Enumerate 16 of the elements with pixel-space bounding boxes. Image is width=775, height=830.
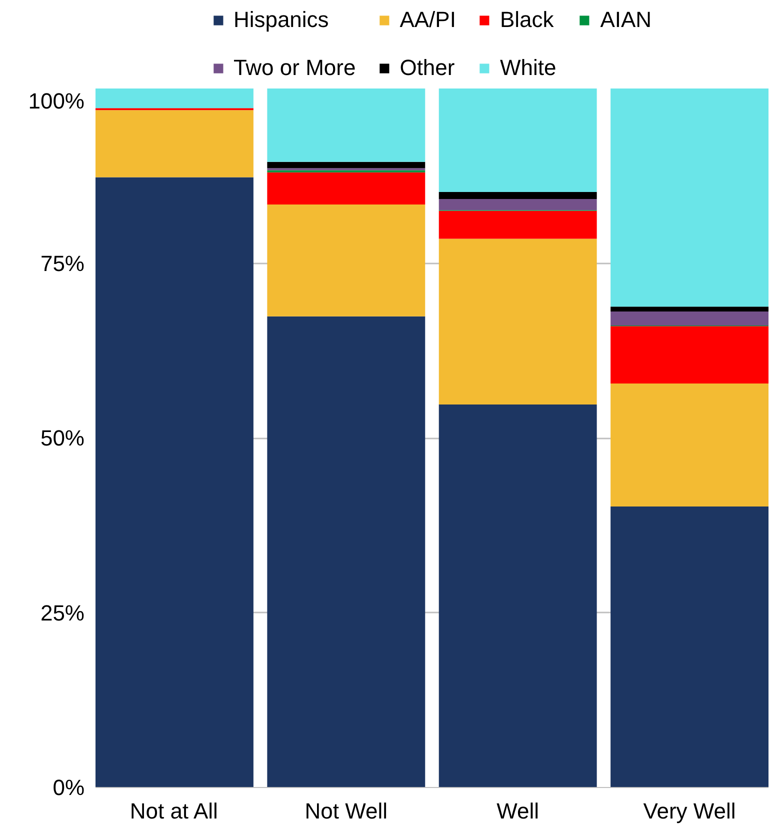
- y-tick-label: 25%: [40, 600, 85, 626]
- y-tick-label: 50%: [40, 426, 85, 450]
- y-tick-label: 0%: [52, 775, 84, 800]
- x-tick-label: Very Well: [643, 798, 736, 824]
- y-tick-label: 100%: [28, 88, 85, 114]
- legend-label: Other: [400, 55, 455, 81]
- x-tick-label: Not Well: [304, 798, 388, 824]
- legend-label: Black: [500, 7, 554, 33]
- x-tick-label: Not at All: [130, 798, 218, 824]
- legend-label: AA/PI: [400, 7, 456, 33]
- legend-label: White: [500, 55, 556, 81]
- legend-label: AIAN: [600, 7, 652, 33]
- legend-label: Hispanics: [233, 7, 329, 33]
- legend-label: Two or More: [233, 55, 356, 81]
- x-tick-label: Well: [496, 798, 540, 824]
- y-tick-label: 75%: [40, 250, 85, 276]
